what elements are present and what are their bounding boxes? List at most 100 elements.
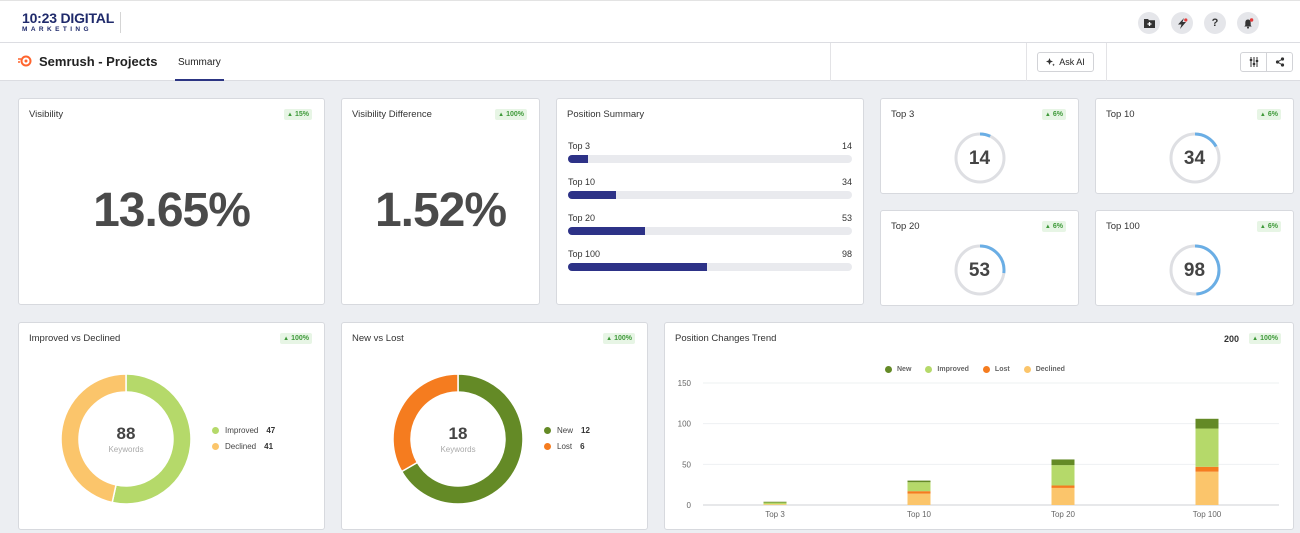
- donut-total: 88: [116, 424, 136, 443]
- legend-improved[interactable]: Improved: [925, 366, 969, 373]
- change-badge: ▲ 6%: [1041, 109, 1066, 120]
- header-divider: [1106, 43, 1107, 81]
- bar-declined-top-10[interactable]: [907, 493, 931, 505]
- top-20-card: Top 20 ▲ 6% 53: [880, 210, 1079, 306]
- bar-declined-top-100[interactable]: [1195, 471, 1219, 505]
- donut-unit: Keywords: [108, 445, 144, 454]
- legend-item-declined[interactable]: Declined 41: [212, 442, 273, 451]
- improved-declined-donut: [60, 373, 192, 505]
- donut-slice-lost[interactable]: [392, 373, 459, 473]
- y-tick-label: 0: [687, 501, 692, 510]
- notifications-button[interactable]: [1237, 12, 1259, 34]
- bar-new-top-20[interactable]: [1051, 459, 1075, 466]
- progress-fill: [568, 227, 645, 235]
- add-folder-button[interactable]: [1138, 12, 1160, 34]
- bar-new-top-10[interactable]: [907, 480, 931, 483]
- position-label: Top 3: [568, 141, 591, 151]
- legend-new[interactable]: New: [885, 366, 911, 373]
- ring-value: 14: [968, 148, 991, 169]
- filter-button[interactable]: [1241, 53, 1267, 71]
- brand-logo[interactable]: 10:23 DIGITAL MARKETING: [22, 11, 114, 34]
- card-title: Top 20: [891, 221, 920, 232]
- bar-lost-top-100[interactable]: [1195, 466, 1219, 472]
- sparkle-icon: [1046, 57, 1056, 66]
- ring-progress: [1169, 132, 1220, 184]
- card-title: Position Summary: [567, 109, 645, 120]
- trend-total: 200: [1223, 334, 1239, 344]
- donut-slice-declined[interactable]: [60, 373, 127, 504]
- progress-ring: [954, 244, 1005, 296]
- ring-progress: [954, 244, 1005, 296]
- donut-unit: Keywords: [440, 445, 476, 454]
- lightning-icon: [1177, 17, 1187, 29]
- legend-declined[interactable]: Declined: [1023, 366, 1065, 373]
- help-button[interactable]: ?: [1204, 12, 1226, 34]
- visibility-difference-value: 1.52%: [374, 184, 507, 237]
- improved-vs-declined-card: Improved vs Declined ▲ 100% 88 Keywords I…: [18, 322, 325, 530]
- bar-improved-top-3[interactable]: [763, 502, 787, 505]
- position-row: Top 10 34: [568, 177, 852, 199]
- legend-item-improved[interactable]: Improved 47: [212, 426, 275, 435]
- help-icon: ?: [1211, 17, 1219, 29]
- card-title: Position Changes Trend: [675, 333, 777, 344]
- change-badge: ▲ 100%: [603, 333, 635, 344]
- bar-lost-top-10[interactable]: [907, 491, 931, 494]
- bar-improved-top-20[interactable]: [1051, 465, 1075, 486]
- position-value: 53: [841, 213, 852, 223]
- top-navbar: 10:23 DIGITAL MARKETING ?: [0, 0, 1300, 43]
- progress-track: [568, 263, 852, 271]
- donut-slice-new[interactable]: [400, 373, 524, 505]
- share-icon: [1275, 57, 1284, 67]
- new-vs-lost-card: New vs Lost ▲ 100% 18 Keywords New 12 Lost…: [341, 322, 648, 530]
- legend-lost[interactable]: Lost: [982, 366, 1010, 373]
- card-title: Visibility: [29, 109, 64, 120]
- progress-ring: [954, 132, 1005, 184]
- share-button[interactable]: [1267, 53, 1292, 71]
- position-row: Top 3 14: [568, 141, 852, 163]
- page-title: Semrush - Projects: [39, 54, 158, 69]
- progress-track: [568, 191, 852, 199]
- visibility-value: 13.65%: [93, 184, 251, 237]
- card-title: Visibility Difference: [352, 109, 432, 120]
- position-label: Top 10: [568, 177, 596, 187]
- tab-summary[interactable]: Summary: [175, 43, 224, 81]
- position-value: 14: [841, 141, 852, 151]
- y-tick-label: 150: [678, 379, 692, 388]
- progress-ring: [1169, 132, 1220, 184]
- donut-slice-improved[interactable]: [111, 373, 192, 505]
- new-lost-donut: [392, 373, 524, 505]
- card-title: New vs Lost: [352, 333, 404, 344]
- bar-new-top-3[interactable]: [763, 501, 787, 503]
- bar-improved-top-100[interactable]: [1195, 428, 1219, 467]
- top-100-card: Top 100 ▲ 6% 98: [1095, 210, 1294, 306]
- semrush-logo-icon: [18, 55, 32, 67]
- legend-item-lost[interactable]: Lost 6: [544, 442, 585, 451]
- visibility-difference-card: Visibility Difference ▲ 100% 1.52%: [341, 98, 540, 305]
- change-badge: ▲ 100%: [280, 333, 312, 344]
- progress-fill: [568, 263, 708, 271]
- x-tick-label: Top 20: [1051, 510, 1076, 519]
- chart-legend: New Improved Lost Declined: [885, 366, 1065, 373]
- logo-main-text: 10:23 DIGITAL: [22, 10, 115, 26]
- quick-action-button[interactable]: [1171, 12, 1193, 34]
- card-title: Improved vs Declined: [29, 333, 121, 344]
- position-row: Top 100 98: [568, 249, 852, 271]
- bar-declined-top-20[interactable]: [1051, 487, 1075, 505]
- legend-item-new[interactable]: New 12: [544, 426, 590, 435]
- card-title: Top 100: [1106, 221, 1140, 232]
- card-title: Top 10: [1106, 109, 1135, 120]
- bar-lost-top-20[interactable]: [1051, 485, 1075, 488]
- position-row: Top 20 53: [568, 213, 852, 235]
- ring-value: 34: [1183, 148, 1206, 169]
- progress-track: [568, 155, 852, 163]
- position-value: 98: [841, 249, 852, 259]
- change-badge: ▲ 15%: [284, 109, 312, 120]
- bar-improved-top-10[interactable]: [907, 482, 931, 492]
- bar-declined-top-3[interactable]: [763, 504, 787, 505]
- ask-ai-button[interactable]: Ask AI: [1037, 52, 1094, 72]
- ask-ai-label: Ask AI: [1059, 57, 1085, 67]
- bar-new-top-100[interactable]: [1195, 418, 1219, 429]
- progress-fill: [568, 155, 589, 163]
- change-badge: ▲ 100%: [495, 109, 527, 120]
- logo-sub-text: MARKETING: [22, 26, 92, 33]
